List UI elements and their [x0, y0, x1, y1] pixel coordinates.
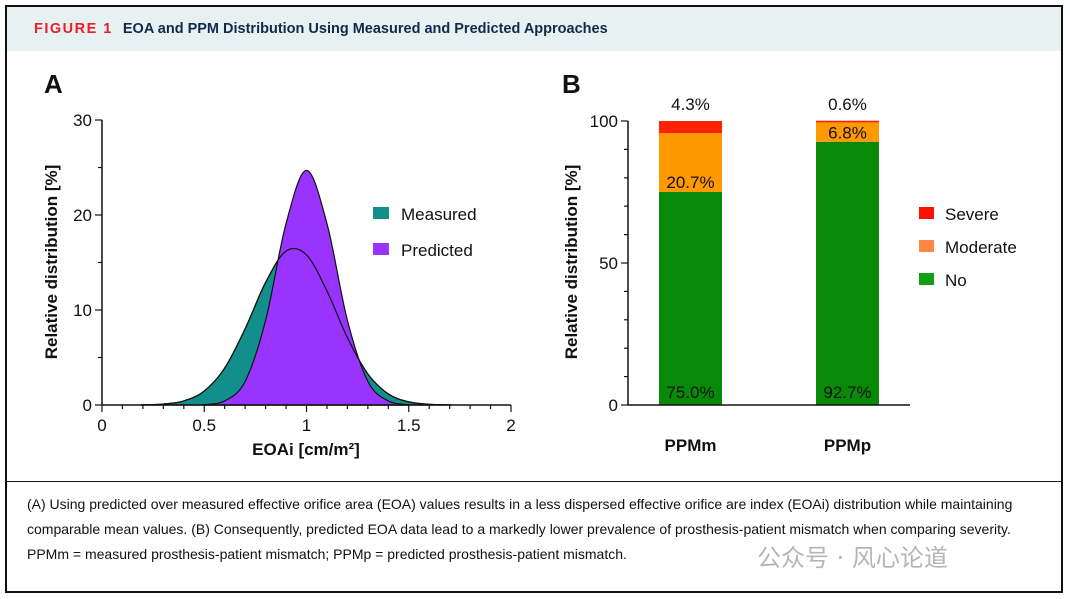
bar-ppmm-no [659, 192, 722, 405]
data-label-moderate: 6.8% [828, 123, 867, 142]
y-tick-label-a: 20 [73, 206, 92, 225]
legend-swatch-predicted [373, 243, 389, 255]
measured-outline [140, 247, 452, 406]
y-tick-label-a: 30 [73, 111, 92, 130]
legend-swatch-measured [373, 207, 389, 219]
legend-label-moderate: Moderate [945, 238, 1017, 257]
y-tick-label-b: 50 [599, 254, 618, 273]
x-axis-title-a: EOAi [cm/m²] [252, 440, 360, 459]
legend-label-predicted: Predicted [401, 241, 473, 260]
bar-ppmp-no [816, 141, 879, 405]
legend-label-measured: Measured [401, 205, 477, 224]
figure-frame: FIGURE 1 EOA and PPM Distribution Using … [5, 5, 1063, 593]
watermark: 公众号 · 风心论道 [757, 544, 948, 572]
bar-ppmp-severe [816, 120, 879, 123]
figure-title: EOA and PPM Distribution Using Measured … [122, 21, 608, 37]
legend-swatch-no [919, 273, 934, 285]
data-label-severe: 0.6% [828, 95, 867, 114]
y-tick-label-b: 0 [609, 396, 618, 415]
bar-ppmm-moderate [659, 133, 722, 192]
data-label-no: 75.0% [666, 383, 714, 402]
panel-label-b: B [562, 69, 581, 99]
y-tick-label-a: 0 [83, 396, 92, 415]
legend-label-severe: Severe [945, 205, 999, 224]
category-label-ppmm: PPMm [665, 436, 717, 455]
y-tick-label-a: 10 [73, 301, 92, 320]
x-tick-label-a: 0.5 [192, 416, 216, 435]
legend-label-no: No [945, 271, 967, 290]
category-label-ppmp: PPMp [824, 436, 871, 455]
x-tick-label-a: 2 [506, 416, 515, 435]
legend-swatch-moderate [919, 240, 934, 252]
data-label-moderate: 20.7% [666, 173, 714, 192]
x-tick-label-a: 1 [302, 416, 311, 435]
figure-header: FIGURE 1 EOA and PPM Distribution Using … [7, 7, 1061, 51]
y-axis-title-b: Relative distribution [%] [562, 165, 581, 360]
data-label-severe: 4.3% [671, 95, 710, 114]
y-axis-title-a: Relative distribution [%] [42, 165, 61, 360]
figure-label: FIGURE 1 [34, 21, 113, 37]
y-tick-label-b: 100 [590, 112, 618, 131]
legend-swatch-severe [919, 207, 934, 219]
data-label-no: 92.7% [823, 383, 871, 402]
x-tick-label-a: 0 [97, 416, 106, 435]
divider [7, 481, 1061, 482]
panel-label-a: A [44, 69, 63, 99]
bar-ppmm-severe [659, 121, 722, 134]
figure-caption: (A) Using predicted over measured effect… [27, 496, 1013, 562]
x-tick-label-a: 1.5 [397, 416, 421, 435]
predicted-area [202, 169, 411, 406]
bar-ppmp-moderate [816, 122, 879, 142]
